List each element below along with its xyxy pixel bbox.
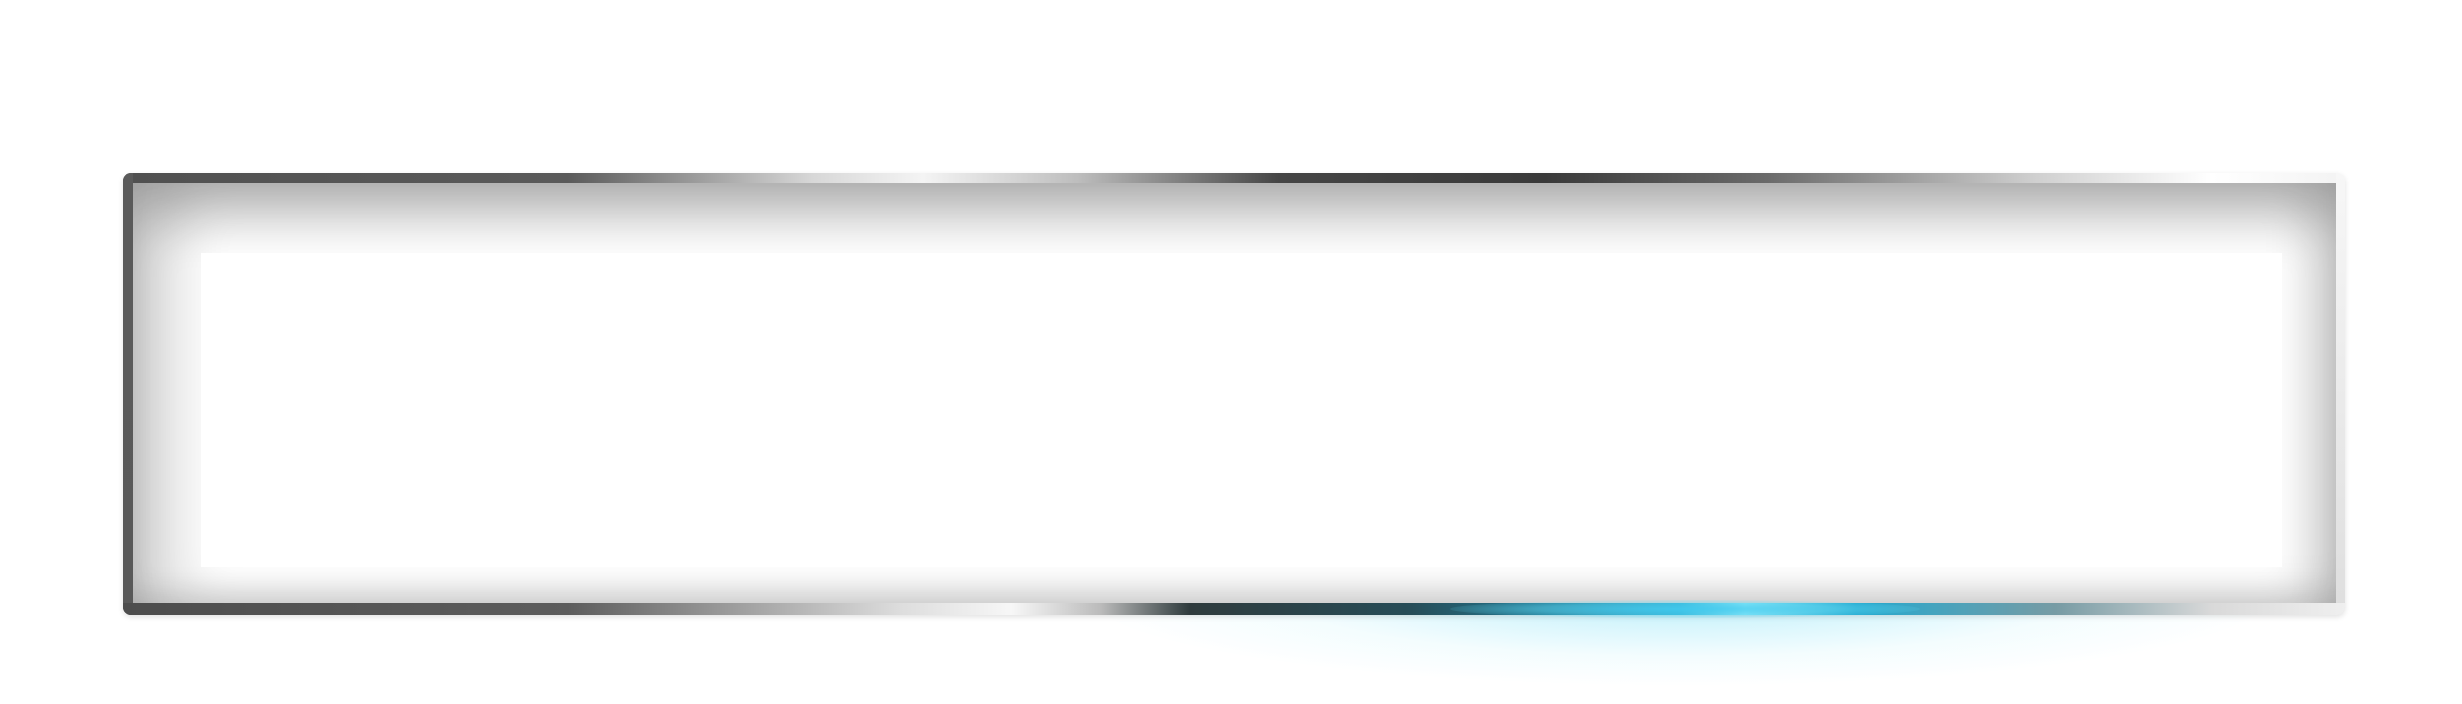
- frame-left-edge: [123, 173, 133, 615]
- panel-content-area: [201, 253, 2282, 567]
- frame-bottom-sheen: [123, 603, 2345, 615]
- metallic-frame: [123, 173, 2345, 615]
- empty-display-panel: [133, 183, 2336, 603]
- frame-right-edge: [2336, 173, 2345, 615]
